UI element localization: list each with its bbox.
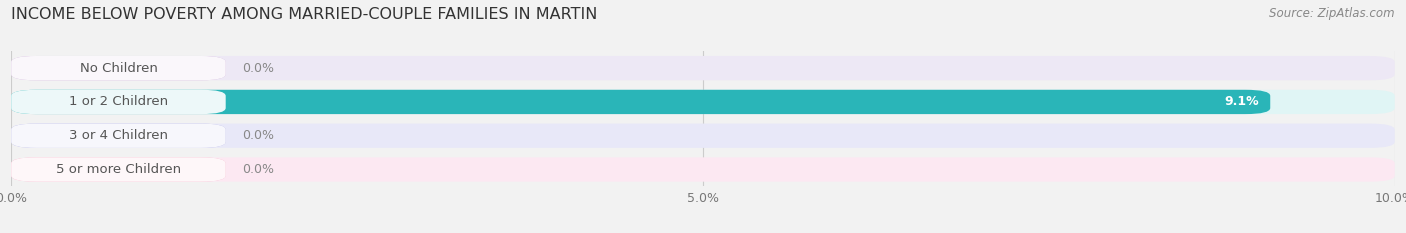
FancyBboxPatch shape — [11, 157, 226, 182]
FancyBboxPatch shape — [11, 90, 1270, 114]
FancyBboxPatch shape — [11, 90, 1395, 114]
FancyBboxPatch shape — [11, 123, 226, 148]
FancyBboxPatch shape — [11, 56, 226, 80]
Text: 1 or 2 Children: 1 or 2 Children — [69, 96, 169, 108]
FancyBboxPatch shape — [11, 157, 226, 182]
FancyBboxPatch shape — [11, 56, 1395, 80]
Text: 3 or 4 Children: 3 or 4 Children — [69, 129, 167, 142]
FancyBboxPatch shape — [11, 157, 1395, 182]
Text: Source: ZipAtlas.com: Source: ZipAtlas.com — [1270, 7, 1395, 20]
Text: 0.0%: 0.0% — [242, 129, 274, 142]
Text: 5 or more Children: 5 or more Children — [56, 163, 181, 176]
Text: No Children: No Children — [80, 62, 157, 75]
FancyBboxPatch shape — [11, 123, 1395, 148]
Text: 0.0%: 0.0% — [242, 163, 274, 176]
Text: INCOME BELOW POVERTY AMONG MARRIED-COUPLE FAMILIES IN MARTIN: INCOME BELOW POVERTY AMONG MARRIED-COUPL… — [11, 7, 598, 22]
FancyBboxPatch shape — [11, 56, 226, 80]
FancyBboxPatch shape — [11, 123, 226, 148]
Text: 0.0%: 0.0% — [242, 62, 274, 75]
FancyBboxPatch shape — [11, 90, 226, 114]
Text: 9.1%: 9.1% — [1225, 96, 1260, 108]
